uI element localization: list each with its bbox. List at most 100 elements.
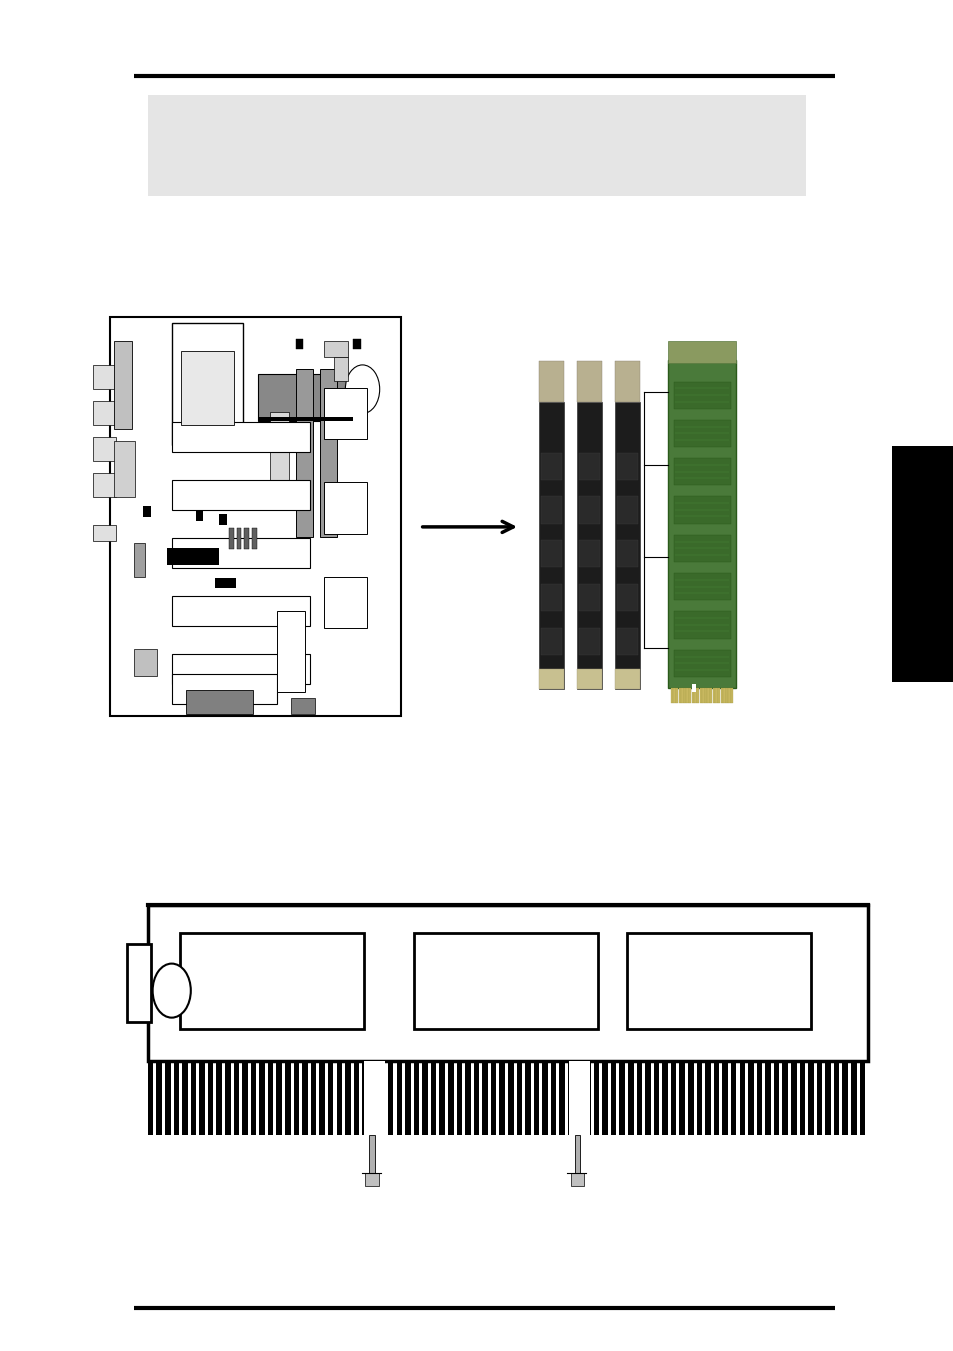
Bar: [214, 578, 235, 589]
Bar: [667, 359, 736, 688]
Bar: [617, 584, 638, 611]
Bar: [191, 1063, 196, 1135]
Bar: [670, 1063, 676, 1135]
Bar: [574, 1135, 579, 1173]
Bar: [715, 688, 717, 703]
Bar: [324, 577, 367, 628]
Bar: [661, 1063, 667, 1135]
Bar: [92, 524, 116, 540]
Bar: [824, 1063, 830, 1135]
Bar: [833, 1063, 839, 1135]
Bar: [465, 1063, 470, 1135]
Bar: [319, 1063, 325, 1135]
Bar: [558, 1063, 564, 1135]
Bar: [717, 688, 720, 703]
Bar: [617, 540, 638, 567]
Bar: [127, 944, 151, 1021]
Bar: [233, 1063, 239, 1135]
Bar: [172, 538, 310, 567]
Bar: [891, 446, 953, 682]
Bar: [148, 905, 867, 1061]
Bar: [422, 1063, 427, 1135]
Bar: [540, 628, 561, 655]
Bar: [302, 1063, 308, 1135]
Bar: [524, 1063, 530, 1135]
Bar: [807, 1063, 813, 1135]
Bar: [615, 403, 639, 689]
Bar: [675, 688, 678, 703]
Bar: [685, 688, 688, 703]
Bar: [568, 1061, 589, 1138]
Bar: [270, 412, 289, 493]
Bar: [379, 1063, 384, 1135]
Bar: [706, 688, 709, 703]
Bar: [365, 1173, 378, 1186]
Bar: [673, 381, 730, 409]
Bar: [678, 688, 680, 703]
Bar: [396, 1063, 401, 1135]
Bar: [257, 417, 353, 422]
Bar: [257, 374, 353, 422]
Bar: [328, 1063, 334, 1135]
Bar: [704, 1063, 710, 1135]
Bar: [618, 1063, 624, 1135]
Bar: [172, 422, 310, 451]
Bar: [295, 369, 313, 536]
Bar: [186, 690, 253, 715]
Bar: [251, 1063, 256, 1135]
Bar: [739, 1063, 744, 1135]
Bar: [859, 1063, 864, 1135]
Bar: [324, 340, 348, 357]
Bar: [850, 1063, 856, 1135]
Bar: [610, 1063, 616, 1135]
Bar: [790, 1063, 796, 1135]
Bar: [311, 1063, 316, 1135]
Bar: [114, 440, 135, 497]
Bar: [225, 1063, 231, 1135]
Bar: [276, 611, 305, 692]
Bar: [683, 688, 685, 703]
Bar: [276, 1063, 282, 1135]
Bar: [578, 453, 599, 480]
Bar: [181, 351, 233, 426]
Bar: [644, 1063, 650, 1135]
Bar: [172, 323, 243, 444]
Bar: [670, 688, 673, 703]
Bar: [617, 496, 638, 523]
Circle shape: [152, 963, 191, 1017]
Bar: [540, 496, 561, 523]
Bar: [728, 688, 730, 703]
Bar: [133, 650, 157, 677]
Bar: [578, 540, 599, 567]
Bar: [499, 1063, 504, 1135]
Bar: [362, 1063, 368, 1135]
Bar: [167, 549, 219, 565]
Bar: [577, 403, 601, 689]
Bar: [324, 388, 367, 439]
Bar: [617, 453, 638, 480]
Bar: [448, 1063, 453, 1135]
Bar: [567, 1063, 573, 1135]
Bar: [180, 934, 364, 1029]
Bar: [712, 688, 715, 703]
Bar: [456, 1063, 461, 1135]
Bar: [725, 688, 727, 703]
Bar: [615, 669, 639, 689]
Bar: [507, 1063, 513, 1135]
Bar: [841, 1063, 847, 1135]
Bar: [696, 1063, 701, 1135]
Bar: [680, 688, 683, 703]
Bar: [294, 1063, 299, 1135]
Bar: [696, 688, 699, 703]
Bar: [540, 453, 561, 480]
Bar: [704, 688, 706, 703]
Bar: [324, 482, 367, 534]
Bar: [713, 1063, 719, 1135]
Bar: [439, 1063, 444, 1135]
Bar: [694, 688, 696, 703]
Bar: [363, 1061, 384, 1138]
Bar: [199, 1063, 205, 1135]
Bar: [92, 438, 116, 461]
Bar: [229, 528, 233, 549]
Bar: [114, 342, 132, 430]
